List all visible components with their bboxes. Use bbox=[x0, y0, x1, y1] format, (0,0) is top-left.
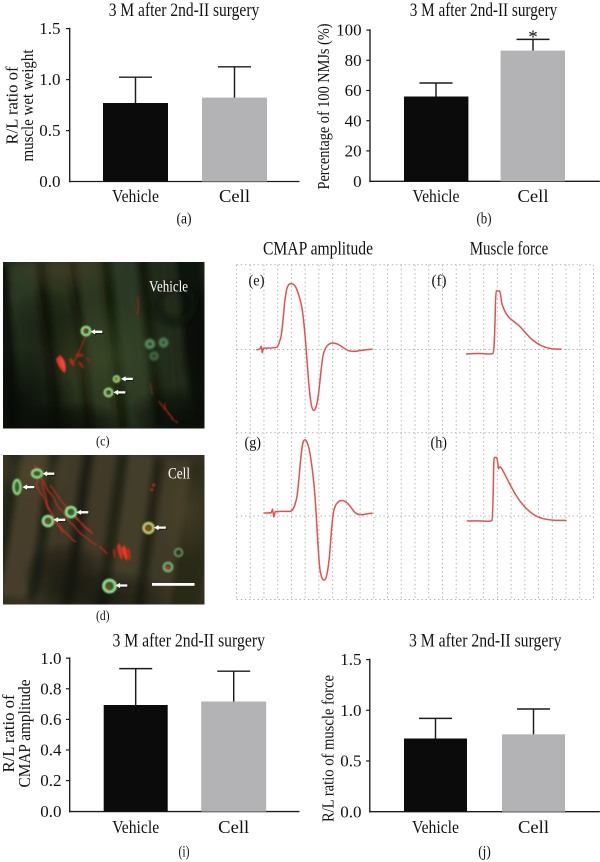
svg-text:0.2: 0.2 bbox=[40, 771, 61, 790]
svg-text:(e): (e) bbox=[249, 272, 265, 289]
svg-text:Vehicle: Vehicle bbox=[413, 186, 460, 206]
svg-text:3 M after 2nd-II surgery: 3 M after 2nd-II surgery bbox=[109, 0, 260, 21]
svg-text:(b): (b) bbox=[477, 211, 492, 228]
svg-text:R/L ratio of muscle force: R/L ratio of muscle force bbox=[319, 675, 338, 822]
svg-text:Cell: Cell bbox=[168, 465, 190, 482]
svg-text:Vehicle: Vehicle bbox=[112, 186, 159, 206]
svg-text:(i): (i) bbox=[179, 844, 190, 861]
svg-text:Cell: Cell bbox=[518, 817, 549, 837]
svg-text:1.5: 1.5 bbox=[39, 19, 60, 38]
svg-text:3 M after 2nd-II surgery: 3 M after 2nd-II surgery bbox=[410, 0, 558, 21]
svg-text:Cell: Cell bbox=[219, 186, 250, 206]
svg-text:(f): (f) bbox=[432, 272, 447, 289]
svg-text:0.4: 0.4 bbox=[40, 741, 62, 760]
svg-text:1.5: 1.5 bbox=[340, 650, 361, 669]
svg-text:0.6: 0.6 bbox=[40, 710, 61, 729]
svg-text:60: 60 bbox=[345, 81, 362, 100]
svg-text:R/L ratio of: R/L ratio of bbox=[3, 66, 22, 144]
svg-text:R/L ratio of: R/L ratio of bbox=[0, 694, 18, 772]
svg-text:1.0: 1.0 bbox=[40, 649, 61, 668]
svg-text:(d): (d) bbox=[96, 609, 110, 624]
svg-text:muscle wet weight: muscle wet weight bbox=[18, 49, 37, 161]
svg-text:(j): (j) bbox=[478, 844, 491, 861]
svg-text:80: 80 bbox=[345, 51, 362, 70]
svg-text:Muscle force: Muscle force bbox=[470, 239, 549, 260]
svg-text:*: * bbox=[528, 27, 538, 48]
svg-text:40: 40 bbox=[345, 111, 362, 130]
svg-text:0.5: 0.5 bbox=[340, 752, 361, 771]
svg-text:100: 100 bbox=[336, 21, 362, 40]
svg-text:Vehicle: Vehicle bbox=[112, 817, 159, 837]
svg-text:0.0: 0.0 bbox=[40, 802, 61, 821]
svg-text:CMAP amplitude: CMAP amplitude bbox=[263, 239, 373, 260]
svg-text:(a): (a) bbox=[177, 211, 192, 228]
svg-text:1.0: 1.0 bbox=[340, 701, 361, 720]
svg-text:0: 0 bbox=[353, 172, 362, 191]
svg-text:20: 20 bbox=[345, 142, 362, 161]
svg-text:0.5: 0.5 bbox=[39, 121, 60, 140]
svg-text:0.0: 0.0 bbox=[340, 802, 361, 821]
svg-text:0.8: 0.8 bbox=[40, 679, 61, 698]
svg-text:CMAP amplitude: CMAP amplitude bbox=[15, 680, 34, 788]
svg-text:1.0: 1.0 bbox=[39, 70, 60, 89]
svg-text:3 M after 2nd-II surgery: 3 M after 2nd-II surgery bbox=[409, 630, 562, 651]
svg-text:Vehicle: Vehicle bbox=[412, 817, 459, 837]
svg-text:(g): (g) bbox=[245, 435, 262, 452]
svg-text:Percentage of 100 NMJs (%): Percentage of 100 NMJs (%) bbox=[314, 24, 333, 190]
svg-text:(h): (h) bbox=[431, 435, 448, 452]
svg-text:Cell: Cell bbox=[218, 817, 249, 837]
svg-text:(c): (c) bbox=[96, 434, 110, 449]
svg-text:Vehicle: Vehicle bbox=[149, 278, 188, 295]
svg-text:3 M after 2nd-II surgery: 3 M after 2nd-II surgery bbox=[112, 630, 265, 651]
svg-text:0.0: 0.0 bbox=[39, 172, 60, 191]
svg-text:Cell: Cell bbox=[518, 186, 549, 206]
